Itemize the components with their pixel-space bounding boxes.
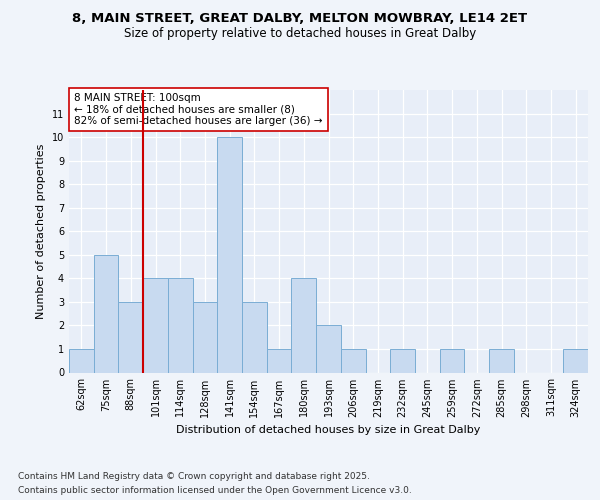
- X-axis label: Distribution of detached houses by size in Great Dalby: Distribution of detached houses by size …: [176, 425, 481, 435]
- Bar: [94, 255, 118, 372]
- Text: Contains HM Land Registry data © Crown copyright and database right 2025.: Contains HM Land Registry data © Crown c…: [18, 472, 370, 481]
- Text: 8, MAIN STREET, GREAT DALBY, MELTON MOWBRAY, LE14 2ET: 8, MAIN STREET, GREAT DALBY, MELTON MOWB…: [73, 12, 527, 26]
- Text: 8 MAIN STREET: 100sqm
← 18% of detached houses are smaller (8)
82% of semi-detac: 8 MAIN STREET: 100sqm ← 18% of detached …: [74, 93, 323, 126]
- Bar: [193, 302, 217, 372]
- Bar: [217, 137, 242, 372]
- Bar: [267, 349, 292, 372]
- Bar: [168, 278, 193, 372]
- Text: Size of property relative to detached houses in Great Dalby: Size of property relative to detached ho…: [124, 28, 476, 40]
- Bar: [341, 349, 365, 372]
- Bar: [292, 278, 316, 372]
- Text: Contains public sector information licensed under the Open Government Licence v3: Contains public sector information licen…: [18, 486, 412, 495]
- Bar: [242, 302, 267, 372]
- Bar: [440, 349, 464, 372]
- Bar: [69, 349, 94, 372]
- Bar: [316, 326, 341, 372]
- Bar: [118, 302, 143, 372]
- Y-axis label: Number of detached properties: Number of detached properties: [37, 144, 46, 319]
- Bar: [390, 349, 415, 372]
- Bar: [143, 278, 168, 372]
- Bar: [563, 349, 588, 372]
- Bar: [489, 349, 514, 372]
